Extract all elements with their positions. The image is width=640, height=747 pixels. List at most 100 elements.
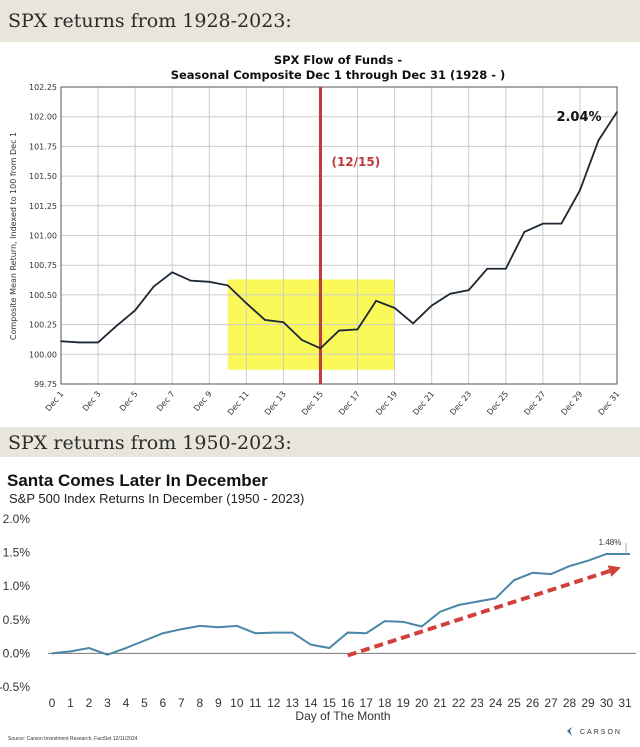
- x-tick-label: 4: [123, 696, 130, 710]
- end-value-label: 2.04%: [556, 110, 601, 125]
- x-tick-label: 0: [49, 696, 56, 710]
- data-point: [542, 222, 544, 225]
- y-tick-label: 100.25: [29, 321, 57, 330]
- data-point: [319, 347, 322, 350]
- y-tick-label: 101.75: [29, 142, 57, 151]
- data-point: [523, 231, 526, 233]
- y-tick-label: 0.0%: [3, 646, 31, 660]
- data-point: [301, 339, 303, 341]
- data-point: [328, 647, 331, 649]
- data-point: [264, 319, 266, 321]
- data-point: [365, 632, 368, 635]
- data-point: [309, 643, 312, 646]
- data-point: [69, 650, 72, 653]
- data-point: [245, 302, 248, 305]
- y-tick-label: 99.75: [34, 380, 57, 389]
- data-point: [78, 341, 81, 344]
- data-point: [430, 304, 433, 307]
- y-tick-label: 100.50: [29, 291, 57, 300]
- data-point: [208, 281, 211, 283]
- data-point: [180, 628, 183, 631]
- data-point: [171, 271, 173, 274]
- data-point: [393, 307, 396, 309]
- data-point: [375, 300, 377, 302]
- data-point: [616, 111, 618, 113]
- y-tick-label: 101.50: [29, 172, 57, 181]
- y-tick-label: 102.00: [29, 113, 57, 122]
- data-point: [60, 340, 62, 343]
- y-tick-label: 0.5%: [3, 613, 31, 627]
- data-point: [273, 631, 275, 634]
- data-point: [457, 604, 460, 606]
- x-tick-label: 12: [267, 696, 281, 710]
- chart2-xlabel: Day of The Month: [295, 709, 390, 723]
- chart1-ylabel: Composite Mean Return, Indexed to 100 fr…: [9, 132, 18, 340]
- date-marker-label: (12/15): [331, 155, 380, 169]
- x-tick-label: 2: [86, 696, 93, 710]
- data-point: [531, 571, 534, 574]
- data-point: [476, 600, 478, 603]
- data-point: [624, 553, 626, 555]
- x-tick-label: 27: [544, 696, 558, 710]
- x-tick-label: 31: [618, 696, 632, 710]
- data-point: [439, 610, 441, 613]
- x-tick-label: 1: [67, 696, 74, 710]
- x-tick-label: 20: [415, 696, 429, 710]
- data-point: [605, 553, 608, 555]
- x-tick-label: 13: [286, 696, 300, 710]
- data-point: [106, 653, 109, 656]
- data-point: [97, 341, 99, 344]
- x-tick-label: 22: [452, 696, 466, 710]
- data-point: [486, 267, 489, 270]
- data-point: [494, 597, 497, 600]
- data-point: [199, 625, 201, 627]
- data-point: [282, 321, 285, 324]
- chart2-subtitle: S&P 500 Index Returns In December (1950 …: [9, 491, 304, 506]
- data-point: [505, 267, 507, 270]
- data-point: [236, 625, 238, 627]
- y-tick-label: 101.00: [29, 232, 57, 241]
- data-point: [597, 139, 600, 142]
- data-point: [162, 632, 164, 635]
- x-tick-label: 24: [489, 696, 503, 710]
- data-point: [587, 559, 589, 562]
- data-point: [88, 647, 90, 649]
- chart1-title: SPX Flow of Funds -: [274, 53, 403, 67]
- data-point: [115, 324, 118, 327]
- data-point: [254, 632, 257, 635]
- x-tick-label: 25: [507, 696, 521, 710]
- chart1-subtitle: Seasonal Composite Dec 1 through Dec 31 …: [171, 68, 506, 82]
- data-point: [467, 289, 470, 291]
- carson-logo: CARSON: [580, 729, 622, 736]
- x-tick-label: 29: [581, 696, 595, 710]
- x-tick-label: 23: [470, 696, 484, 710]
- carson-logo-icon: [567, 727, 572, 736]
- x-tick-label: 26: [526, 696, 540, 710]
- x-tick-label: 8: [197, 696, 204, 710]
- data-point: [402, 621, 404, 623]
- y-tick-label: 102.25: [29, 83, 57, 92]
- data-point: [346, 631, 349, 634]
- y-tick-label: 2.0%: [3, 512, 31, 526]
- x-tick-label: 7: [178, 696, 185, 710]
- plot-frame: [60, 86, 618, 385]
- data-point: [412, 322, 414, 325]
- x-tick-label: 19: [397, 696, 411, 710]
- x-tick-label: 10: [230, 696, 244, 710]
- data-point: [449, 292, 452, 295]
- y-tick-label: 100.00: [29, 350, 57, 359]
- x-tick-label: 5: [141, 696, 148, 710]
- x-tick-label: 3: [104, 696, 111, 710]
- data-point: [217, 626, 220, 628]
- x-tick-label: 17: [360, 696, 374, 710]
- header-1950: SPX returns from 1950-2023:: [8, 432, 292, 454]
- data-point: [568, 565, 571, 567]
- data-point: [420, 625, 423, 628]
- end-value-label: 1.48%: [599, 538, 622, 547]
- x-tick-label: 30: [600, 696, 614, 710]
- x-tick-label: 28: [563, 696, 577, 710]
- data-point: [356, 328, 359, 331]
- data-point: [134, 309, 136, 312]
